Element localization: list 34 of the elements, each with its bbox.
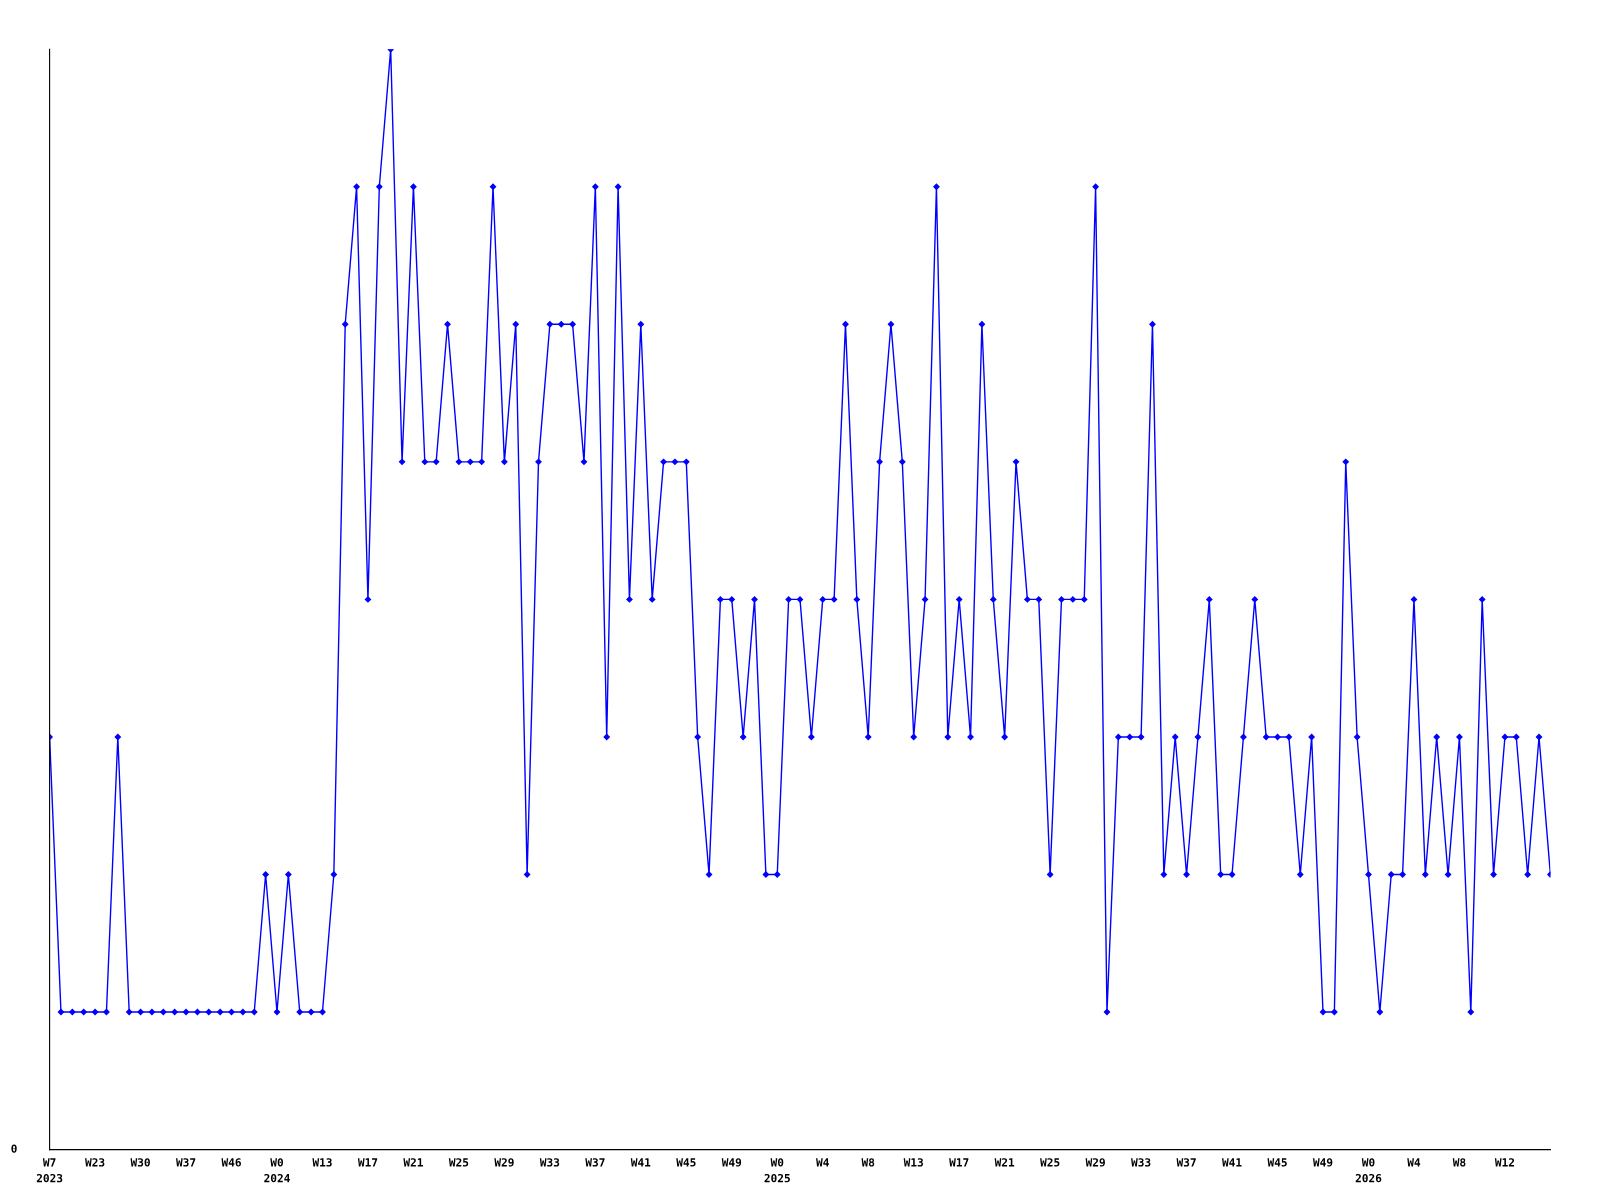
x-tick-label: W8 [861,1158,875,1167]
x-tick-label: W41 [630,1158,651,1167]
x-tick-label: W0 2024 [264,1158,290,1183]
x-tick-label: W21 [994,1158,1015,1167]
x-tick-label: W0 2026 [1355,1158,1382,1183]
x-tick-label: W37 [176,1158,196,1167]
x-tick-label: W25 [1040,1158,1060,1167]
x-tick-label: W49 [721,1158,742,1167]
x-tick-label: W0 2025 [764,1158,790,1183]
x-tick-label: W23 [85,1158,105,1167]
x-tick-label: W33 [539,1158,560,1167]
x-tick-label: W45 [1267,1158,1287,1167]
x-tick-label: W13 [312,1158,332,1167]
x-tick-label: W17 [357,1158,378,1167]
x-tick-label: W37 [585,1158,605,1167]
x-tick-label: W4 [816,1158,829,1167]
x-tick-label: W33 [1131,1158,1151,1167]
text: 0 [11,1144,17,1153]
x-tick-label: W21 [403,1158,423,1167]
x-tick-label: W37 [1176,1158,1196,1167]
x-tick-label: W25 [448,1158,469,1167]
x-tick-label: W45 [676,1158,696,1167]
x-tick-label: W29 [1085,1158,1105,1167]
x-tick-label: W17 [949,1158,969,1167]
x-tick-label: W4 [1407,1158,1421,1167]
x-tick-label: W41 [1222,1158,1242,1167]
x-tick-label: W49 [1312,1158,1333,1167]
x-tick-label: W30 [130,1158,150,1167]
x-tick-label: W12 [1494,1158,1515,1167]
x-tick-label: W13 [903,1158,924,1167]
x-tick-label: W29 [494,1158,514,1167]
x-tick-label: W46 [221,1158,241,1167]
x-tick-label: W8 [1452,1158,1466,1167]
x-tick-label: W7 2023 [36,1158,63,1183]
